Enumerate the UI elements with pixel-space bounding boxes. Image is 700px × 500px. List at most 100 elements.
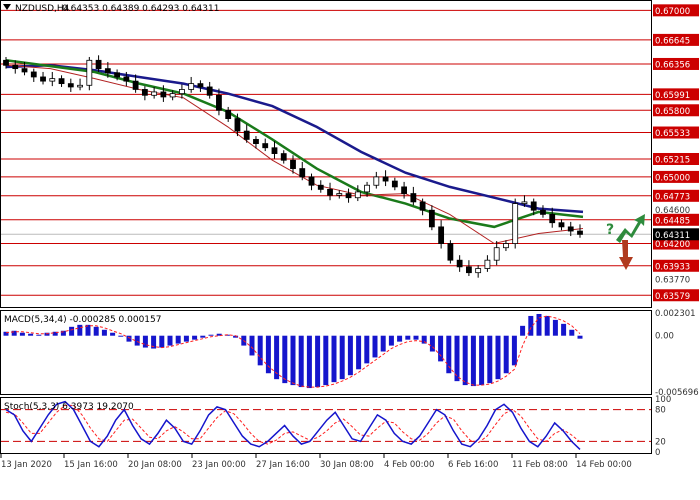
candle-body bbox=[225, 109, 232, 120]
candles-group bbox=[3, 55, 583, 278]
macd-histogram-bar bbox=[487, 335, 493, 384]
candle-body bbox=[67, 83, 74, 88]
stoch-tick-label: 20 bbox=[655, 437, 666, 447]
candle-body bbox=[466, 266, 472, 274]
price-levels-group bbox=[1, 9, 651, 296]
macd-tick-label: -0.005696 bbox=[655, 388, 699, 398]
macd-histogram-bar bbox=[380, 335, 386, 352]
macd-histogram-bar bbox=[265, 335, 271, 374]
macd-histogram-bar bbox=[93, 326, 99, 336]
stoch-d-line bbox=[5, 404, 581, 445]
level-label-box bbox=[653, 57, 699, 70]
candle-body bbox=[40, 76, 46, 82]
macd-histogram-bar bbox=[503, 335, 509, 374]
macd-group: 0.002301 0.00 -0.005696 bbox=[3, 309, 699, 398]
candle-body bbox=[123, 76, 130, 82]
time-tick-label: 4 Feb 00:00 bbox=[384, 460, 434, 470]
moving-average-line bbox=[5, 59, 584, 229]
candle-body bbox=[30, 71, 37, 78]
candle-body bbox=[382, 176, 389, 182]
macd-histogram-bar bbox=[356, 335, 362, 370]
time-tick-label: 14 Feb 00:00 bbox=[576, 460, 632, 470]
macd-histogram-bar bbox=[175, 335, 181, 344]
candle-body bbox=[549, 213, 556, 224]
macd-histogram-bar bbox=[233, 335, 239, 338]
candle-body bbox=[12, 64, 19, 70]
macd-histogram-bar bbox=[495, 335, 501, 380]
time-tick-label: 11 Feb 08:00 bbox=[512, 460, 568, 470]
macd-histogram-bar bbox=[69, 326, 75, 336]
candle-body bbox=[253, 139, 259, 144]
macd-histogram-bar bbox=[552, 319, 558, 336]
stoch-title: Stoch(5,3,3) 6.3973 19.2070 bbox=[4, 402, 134, 412]
candle-body bbox=[160, 91, 167, 98]
macd-histogram-bar bbox=[60, 330, 66, 336]
stoch-k-line bbox=[5, 400, 581, 450]
macd-histogram-bar bbox=[142, 335, 148, 348]
time-tick-label: 27 Jan 16:00 bbox=[256, 460, 310, 470]
macd-histogram-bar bbox=[397, 335, 403, 342]
candle-body bbox=[179, 89, 185, 95]
level-label: 0.66645 bbox=[655, 36, 690, 46]
macd-histogram-bar bbox=[405, 335, 411, 340]
macd-histogram-bar bbox=[298, 335, 304, 388]
level-label-box bbox=[653, 189, 699, 202]
candle-body bbox=[493, 247, 500, 261]
macd-histogram-bar bbox=[192, 335, 198, 340]
candle-body bbox=[475, 268, 482, 274]
level-label: 0.65991 bbox=[655, 91, 690, 101]
candle-body bbox=[151, 91, 158, 96]
candle-body bbox=[428, 209, 435, 228]
time-tick-label: 13 Jan 2020 bbox=[1, 460, 52, 470]
candle-body bbox=[577, 230, 583, 235]
macd-histogram-bar bbox=[462, 335, 468, 386]
price-tick-label: 0.63770 bbox=[655, 275, 690, 285]
level-label: 0.64773 bbox=[655, 192, 690, 202]
candle-body bbox=[95, 59, 102, 70]
macd-histogram-bar bbox=[446, 335, 452, 374]
level-label: 0.65215 bbox=[655, 155, 690, 165]
macd-histogram-bar bbox=[569, 329, 575, 336]
level-label-box bbox=[653, 259, 699, 272]
macd-histogram-bar bbox=[3, 331, 9, 336]
macd-signal-line bbox=[5, 315, 581, 388]
candle-body bbox=[317, 184, 324, 190]
candle-body bbox=[401, 186, 407, 194]
macd-histogram-bar bbox=[282, 335, 288, 384]
macd-histogram-bar bbox=[315, 335, 321, 388]
macd-histogram-bar bbox=[101, 329, 107, 336]
down-arrow-icon bbox=[619, 240, 633, 270]
macd-histogram-bar bbox=[454, 335, 460, 382]
level-label-box bbox=[653, 289, 699, 302]
candle-body bbox=[540, 209, 546, 215]
macd-histogram-bar bbox=[536, 313, 542, 336]
level-label-box bbox=[653, 88, 699, 101]
moving-average-line bbox=[5, 64, 584, 214]
stoch-tick-label: 80 bbox=[655, 406, 666, 416]
macd-histogram-bar bbox=[372, 335, 378, 358]
candle-body bbox=[290, 159, 296, 169]
candle-body bbox=[530, 201, 537, 211]
symbol-timeframe: NZDUSD,H4 bbox=[15, 4, 70, 14]
macd-histogram-bar bbox=[200, 335, 206, 338]
time-tick-label: 6 Feb 16:00 bbox=[448, 460, 498, 470]
macd-histogram-bar bbox=[429, 335, 435, 352]
level-label: 0.65533 bbox=[655, 129, 690, 139]
candle-body bbox=[447, 243, 454, 261]
candle-body bbox=[104, 68, 111, 74]
moving-averages-group bbox=[5, 59, 584, 245]
candle-body bbox=[86, 59, 93, 86]
collapse-triangle-icon[interactable] bbox=[3, 4, 11, 10]
candle-body bbox=[336, 193, 343, 196]
macd-histogram-bar bbox=[561, 323, 567, 336]
candle-body bbox=[438, 226, 445, 244]
level-label: 0.63933 bbox=[655, 262, 690, 272]
macd-histogram-bar bbox=[110, 332, 116, 336]
price-pane-frame bbox=[0, 0, 652, 308]
candle-body bbox=[280, 153, 287, 161]
macd-title: MACD(5,34,4) -0.000285 0.000157 bbox=[4, 315, 161, 325]
macd-histogram-bar bbox=[118, 335, 124, 337]
level-label-box bbox=[653, 152, 699, 165]
candle-body bbox=[327, 188, 333, 196]
